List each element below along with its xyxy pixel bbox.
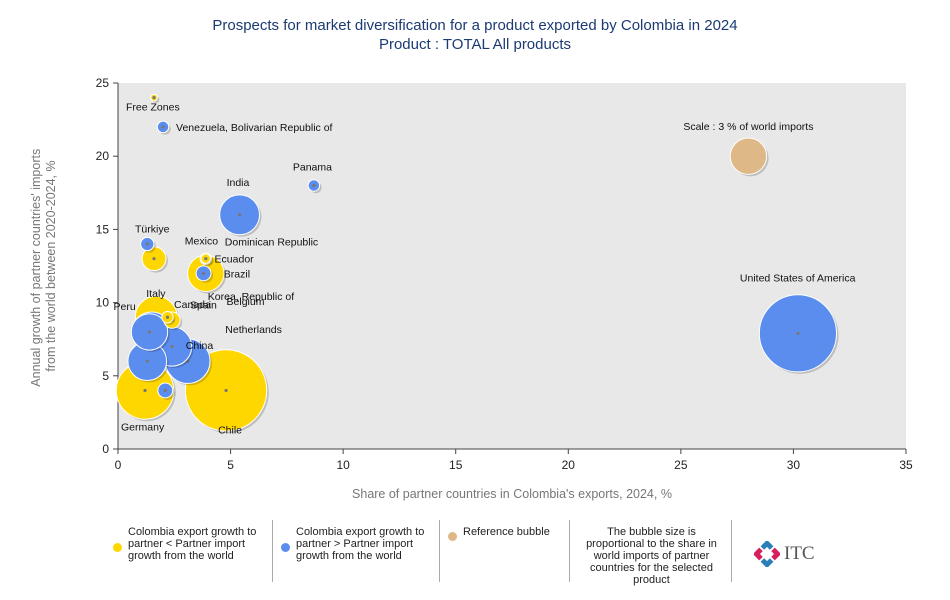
x-axis-label: Share of partner countries in Colombia's… [352, 487, 672, 501]
bubble-center-dot [312, 183, 316, 188]
x-tick-label: 25 [674, 458, 688, 472]
chart-title-line1: Prospects for market diversification for… [212, 17, 738, 34]
bubble-label: Germany [121, 421, 165, 433]
x-tick-label: 35 [899, 458, 913, 472]
itc-logo-text: ITC [784, 543, 815, 564]
bubble-label: Netherlands [225, 324, 282, 336]
bubble-label: Dominican Republic [225, 237, 318, 249]
itc-logo: ITC [732, 520, 815, 582]
bubble-label: Panama [293, 161, 332, 173]
yellow-dot-icon [113, 543, 122, 552]
legend-yellow-label: Colombia export growth to partner < Part… [128, 526, 257, 562]
bubble-label: Belgium [227, 296, 265, 308]
blue-dot-icon [281, 543, 290, 552]
bubble-center-dot [163, 388, 167, 393]
y-tick-label: 20 [96, 149, 110, 163]
bubble-label: Mexico [185, 236, 218, 248]
legend-size-note-text: The bubble size is proportional to the s… [586, 526, 717, 586]
bubble-center-dot [145, 359, 149, 363]
bubble-center-dot [161, 125, 165, 129]
bubble-labels: United States of America Germany Chile Chin… [114, 102, 856, 437]
legend-item-yellow: Colombia export growth to partner < Part… [105, 520, 273, 582]
reference-bubble-label: Scale : 3 % of world imports [683, 121, 813, 133]
bubble-label: Ecuador [215, 253, 255, 265]
reference-bubble [729, 137, 768, 175]
x-tick-label: 10 [336, 458, 350, 472]
x-tick-label: 15 [449, 458, 463, 472]
legend: Colombia export growth to partner < Part… [105, 520, 845, 586]
bubble-center-dot [143, 388, 147, 393]
legend-blue-label: Colombia export growth to partner > Part… [296, 526, 425, 562]
y-tick-label: 0 [102, 442, 109, 456]
legend-size-note: The bubble size is proportional to the s… [570, 520, 732, 586]
bubble-center-dot [224, 388, 228, 393]
bubble-label: Venezuela, Bolivarian Republic of [176, 122, 333, 134]
x-tick-label: 5 [227, 458, 234, 472]
bubble-label: Free Zones [126, 102, 180, 114]
reference-dot-icon [448, 532, 457, 541]
legend-item-reference: Reference bubble [440, 520, 570, 582]
bubble-label: United States of America [740, 272, 856, 284]
bubbles [115, 93, 839, 434]
chart-subtitle: Product : TOTAL All products [378, 36, 572, 53]
y-tick-label: 10 [96, 296, 110, 310]
y-axis-label-line1: Annual growth of partner countries' impo… [29, 149, 43, 387]
bubble-center-dot [237, 213, 242, 217]
x-tick-label: 0 [115, 458, 122, 472]
chart-title: Prospects for market diversification for… [0, 16, 950, 54]
axis-ticks: 0 5 10 15 20 25 30 35 0 5 10 15 20 25 [96, 76, 913, 472]
y-tick-label: 25 [96, 76, 110, 90]
bubble-center-dot [186, 359, 190, 363]
bubble-center-dot [147, 330, 152, 334]
bubble-label: Türkiye [135, 224, 170, 236]
bubble-label: Chile [218, 424, 242, 436]
legend-item-blue: Colombia export growth to partner > Part… [273, 520, 440, 582]
bubble-center-dot [152, 257, 156, 261]
y-tick-label: 5 [102, 369, 109, 383]
itc-logo-icon [754, 541, 780, 567]
y-axis-label-line2: from the world between 2020-2024, % [44, 160, 58, 371]
y-tick-label: 15 [96, 222, 110, 236]
x-tick-label: 30 [787, 458, 801, 472]
bubble-center-dot [165, 315, 170, 319]
bubble-chart: 0 5 10 15 20 25 30 35 0 5 10 15 20 25 United States o… [29, 76, 913, 501]
bubble-label: Canada [174, 299, 211, 311]
bubble-label: Peru [114, 301, 136, 313]
bubble-label: Spain [190, 300, 217, 312]
bubble-center-dot [145, 242, 149, 246]
bubble-center-dot [170, 344, 174, 349]
bubble-center-dot [152, 96, 156, 100]
bubble-label: Brazil [224, 268, 250, 280]
bubble-label: China [186, 340, 214, 352]
bubble-label: Italy [146, 288, 166, 300]
bubble-center-dot [201, 271, 206, 275]
bubble-label: India [227, 177, 250, 189]
legend-reference-label: Reference bubble [463, 526, 550, 538]
bubble-center-dot [204, 257, 208, 261]
y-axis-label: Annual growth of partner countries' impo… [29, 145, 58, 386]
bubble-label: Korea, Republic of [208, 291, 294, 303]
bubble-center-dot [796, 331, 800, 335]
x-tick-label: 20 [562, 458, 576, 472]
